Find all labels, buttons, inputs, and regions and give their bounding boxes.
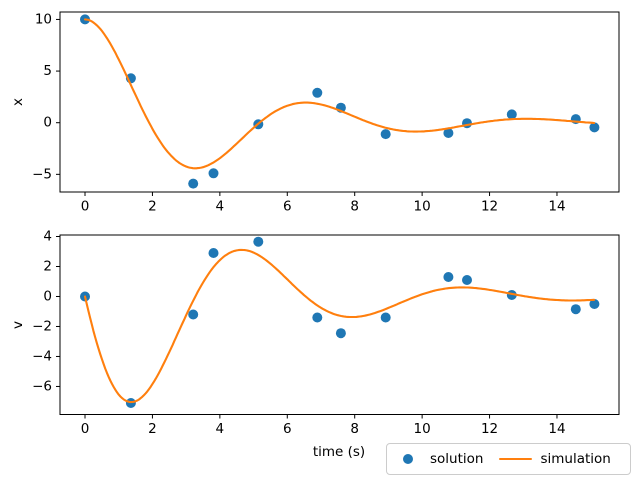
y-tick-label: 10: [35, 11, 52, 27]
solution-point: [312, 87, 323, 98]
x-tick-label: 4: [216, 421, 225, 437]
solution-point: [589, 299, 600, 309]
simulation-line-icon: [499, 457, 533, 461]
top-ylabel: x: [10, 98, 26, 106]
solution-point: [188, 309, 199, 320]
y-tick-label: 0: [43, 115, 52, 131]
y-tick-label: −5: [32, 166, 52, 182]
x-tick-label: 2: [148, 199, 157, 215]
solution-point: [506, 109, 517, 120]
x-tick-label: 2: [148, 421, 157, 437]
x-axis-label: time (s): [312, 444, 366, 460]
bottom-ylabel: v: [10, 321, 26, 329]
legend: solution simulation: [386, 443, 631, 475]
y-tick-label: 0: [43, 288, 52, 304]
y-tick-label: −4: [32, 348, 52, 364]
solution-point: [443, 128, 454, 138]
y-tick-label: −2: [32, 318, 52, 334]
axes-frame: [59, 234, 620, 415]
y-tick-label: −6: [32, 378, 52, 394]
x-tick-label: 14: [548, 421, 565, 437]
y-tick-label: 5: [43, 63, 52, 79]
x-tick-label: 8: [350, 421, 359, 437]
solution-point: [462, 275, 472, 285]
x-tick-label: 10: [414, 199, 431, 215]
x-tick-label: 6: [283, 199, 292, 215]
solution-point: [188, 178, 199, 189]
x-tick-label: 0: [81, 421, 90, 437]
solution-point: [570, 304, 581, 315]
simulation-line: [83, 248, 596, 404]
position-axes: 0 2 4 6 8 10 12 14 10 5 0 −5: [32, 11, 620, 215]
solution-dot-icon: [403, 454, 413, 464]
x-tick-label: 12: [481, 421, 498, 437]
x-tick-label: 10: [414, 421, 431, 437]
simulation-line: [83, 18, 596, 170]
x-tick-label: 6: [283, 421, 292, 437]
solution-point: [253, 236, 264, 247]
solution-point: [312, 312, 323, 323]
solution-point: [589, 122, 600, 133]
x-tick-label: 14: [548, 199, 565, 215]
axes-frame: [59, 11, 620, 193]
y-tick-label: 4: [43, 228, 52, 244]
y-tick-label: 2: [43, 258, 52, 274]
legend-label-simulation: simulation: [540, 451, 611, 467]
x-tick-label: 12: [481, 199, 498, 215]
legend-label-solution: solution: [430, 451, 484, 467]
x-tick-label: 4: [216, 199, 225, 215]
velocity-axes: 0 2 4 6 8 10 12 14 4 2 0 −2 −4 −6: [32, 228, 620, 437]
solution-point: [208, 168, 219, 179]
x-tick-label: 0: [81, 199, 90, 215]
solution-point: [380, 312, 391, 323]
solution-point: [443, 272, 454, 282]
solution-point: [208, 248, 219, 258]
solution-point: [335, 328, 346, 339]
x-tick-label: 8: [350, 199, 359, 215]
solution-point: [380, 129, 391, 140]
